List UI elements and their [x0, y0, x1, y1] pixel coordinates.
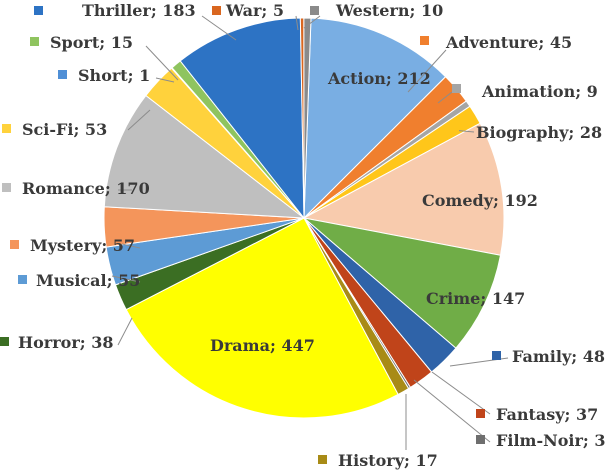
- data-label-western: Western; 10: [335, 1, 443, 20]
- leader-line-fantasy: [431, 371, 491, 415]
- data-label-short: Short; 1: [78, 66, 150, 85]
- data-label-mystery: Mystery; 57: [30, 236, 135, 255]
- pie-slice-romance: [103, 94, 306, 219]
- pie-slices: [103, 17, 505, 419]
- data-label-history: History; 17: [338, 451, 438, 470]
- legend-key-sci-fi: [2, 124, 11, 133]
- pie-slice-thriller: [179, 17, 305, 220]
- pie-slice-comedy: [302, 122, 505, 256]
- legend-key-horror: [0, 337, 9, 346]
- data-label-adventure: Adventure; 45: [445, 33, 572, 52]
- leader-lines: [111, 15, 509, 450]
- pie-slice-drama: [125, 217, 399, 419]
- legend-key-short: [58, 70, 67, 79]
- legend-key-musical: [18, 275, 27, 284]
- leader-line-sport: [145, 45, 179, 81]
- pie-slice-crime: [302, 217, 502, 349]
- legend-key-fantasy: [476, 409, 485, 418]
- leader-line-short: [155, 77, 175, 83]
- data-label-crime: Crime; 147: [426, 289, 525, 308]
- pie-slice-western: [303, 17, 312, 219]
- leader-line-adventure: [407, 49, 447, 93]
- legend-key-western: [310, 6, 319, 15]
- data-label-biography: Biography; 28: [476, 123, 602, 142]
- leader-line-musical: [111, 275, 141, 283]
- legend-key-sport: [30, 37, 39, 46]
- leader-line-western: [303, 15, 321, 29]
- leader-line-war: [295, 15, 299, 31]
- data-label-fantasy: Fantasy; 37: [496, 405, 598, 424]
- data-label-romance: Romance; 170: [22, 179, 150, 198]
- leader-line-sci-fi: [127, 109, 151, 131]
- leader-line-mystery: [121, 243, 141, 249]
- pie-slice-action: [303, 17, 447, 220]
- data-label-horror: Horror; 38: [18, 333, 114, 352]
- legend-key-history: [318, 455, 327, 464]
- legend-key-adventure: [420, 36, 429, 45]
- data-label-sci-fi: Sci-Fi; 53: [22, 120, 107, 139]
- data-label-action: Action; 212: [327, 69, 431, 88]
- legend-key-family: [492, 351, 501, 360]
- legend-key-animation: [452, 84, 461, 93]
- data-label-musical: Musical; 55: [36, 271, 140, 290]
- legend-key-thriller: [34, 6, 43, 15]
- leader-line-thriller: [201, 15, 237, 41]
- data-label-animation: Animation; 9: [481, 82, 598, 101]
- data-label-sport: Sport; 15: [50, 33, 133, 52]
- leader-line-film-noir: [413, 379, 491, 443]
- legend-key-film-noir: [476, 435, 485, 444]
- data-label-comedy: Comedy; 192: [422, 191, 538, 210]
- leader-line-horror: [117, 317, 133, 346]
- data-label-film-noir: Film-Noir; 3: [496, 431, 606, 450]
- data-label-family: Family; 48: [512, 347, 605, 366]
- data-label-thriller: Thriller; 183: [82, 1, 196, 20]
- legend-key-war: [212, 6, 221, 15]
- legend-key-biography: [450, 125, 459, 134]
- data-label-drama: Drama; 447: [210, 336, 315, 355]
- leader-line-animation: [437, 91, 453, 104]
- legend-key-romance: [2, 183, 11, 192]
- legend-key-mystery: [10, 240, 19, 249]
- data-label-war: War; 5: [225, 1, 284, 20]
